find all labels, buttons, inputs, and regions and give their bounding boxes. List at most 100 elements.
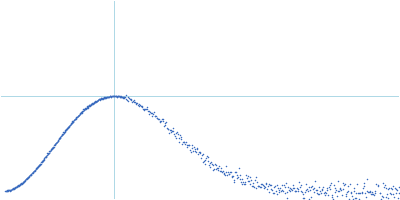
Point	[210, 163, 216, 166]
Point	[79, 110, 85, 113]
Point	[54, 140, 60, 144]
Point	[240, 180, 246, 183]
Point	[150, 112, 156, 115]
Point	[107, 94, 114, 97]
Point	[221, 171, 228, 174]
Point	[135, 103, 141, 106]
Point	[340, 181, 346, 185]
Point	[10, 187, 16, 190]
Point	[126, 97, 132, 100]
Point	[60, 132, 66, 136]
Point	[99, 97, 105, 100]
Point	[82, 108, 88, 111]
Point	[321, 191, 328, 194]
Point	[267, 183, 273, 186]
Point	[69, 120, 75, 123]
Point	[162, 123, 169, 127]
Point	[367, 191, 374, 194]
Point	[71, 118, 78, 121]
Point	[68, 122, 74, 125]
Point	[350, 198, 356, 200]
Point	[61, 130, 68, 133]
Point	[297, 190, 304, 193]
Point	[323, 191, 329, 195]
Point	[127, 97, 133, 100]
Point	[109, 95, 116, 98]
Point	[13, 185, 20, 189]
Point	[131, 99, 138, 102]
Point	[312, 180, 318, 183]
Point	[357, 191, 363, 194]
Point	[41, 157, 47, 160]
Point	[349, 195, 355, 198]
Point	[294, 190, 301, 193]
Point	[186, 143, 193, 147]
Point	[142, 107, 148, 111]
Point	[19, 181, 25, 185]
Point	[365, 190, 371, 193]
Point	[120, 95, 126, 99]
Point	[42, 155, 49, 158]
Point	[392, 187, 399, 190]
Point	[265, 182, 272, 185]
Point	[230, 181, 237, 184]
Point	[83, 106, 90, 110]
Point	[130, 101, 137, 104]
Point	[88, 103, 94, 106]
Point	[118, 95, 124, 99]
Point	[56, 138, 62, 141]
Point	[2, 189, 9, 193]
Point	[204, 155, 210, 158]
Point	[73, 116, 79, 120]
Point	[12, 186, 19, 189]
Point	[106, 95, 112, 98]
Point	[75, 114, 82, 117]
Point	[54, 140, 60, 143]
Point	[263, 182, 270, 186]
Point	[122, 95, 128, 99]
Point	[191, 149, 198, 152]
Point	[264, 188, 270, 191]
Point	[184, 144, 190, 147]
Point	[374, 185, 381, 188]
Point	[199, 153, 206, 156]
Point	[37, 162, 43, 166]
Point	[98, 97, 104, 100]
Point	[158, 119, 164, 122]
Point	[45, 151, 52, 155]
Point	[180, 140, 187, 143]
Point	[135, 104, 142, 107]
Point	[207, 161, 214, 164]
Point	[287, 190, 294, 193]
Point	[38, 161, 44, 164]
Point	[229, 175, 236, 178]
Point	[112, 94, 118, 98]
Point	[96, 97, 103, 101]
Point	[299, 190, 305, 193]
Point	[84, 106, 91, 109]
Point	[13, 185, 20, 188]
Point	[47, 149, 54, 152]
Point	[302, 189, 309, 192]
Point	[234, 176, 240, 179]
Point	[22, 178, 28, 182]
Point	[94, 98, 101, 101]
Point	[364, 190, 370, 193]
Point	[106, 95, 112, 98]
Point	[46, 151, 52, 154]
Point	[60, 132, 66, 135]
Point	[278, 190, 284, 193]
Point	[324, 186, 331, 190]
Point	[43, 155, 49, 158]
Point	[10, 187, 16, 190]
Point	[300, 197, 306, 200]
Point	[85, 105, 91, 108]
Point	[172, 132, 179, 135]
Point	[305, 190, 311, 193]
Point	[20, 181, 27, 184]
Point	[368, 193, 374, 196]
Point	[85, 105, 92, 109]
Point	[373, 183, 379, 186]
Point	[42, 156, 48, 159]
Point	[53, 141, 60, 144]
